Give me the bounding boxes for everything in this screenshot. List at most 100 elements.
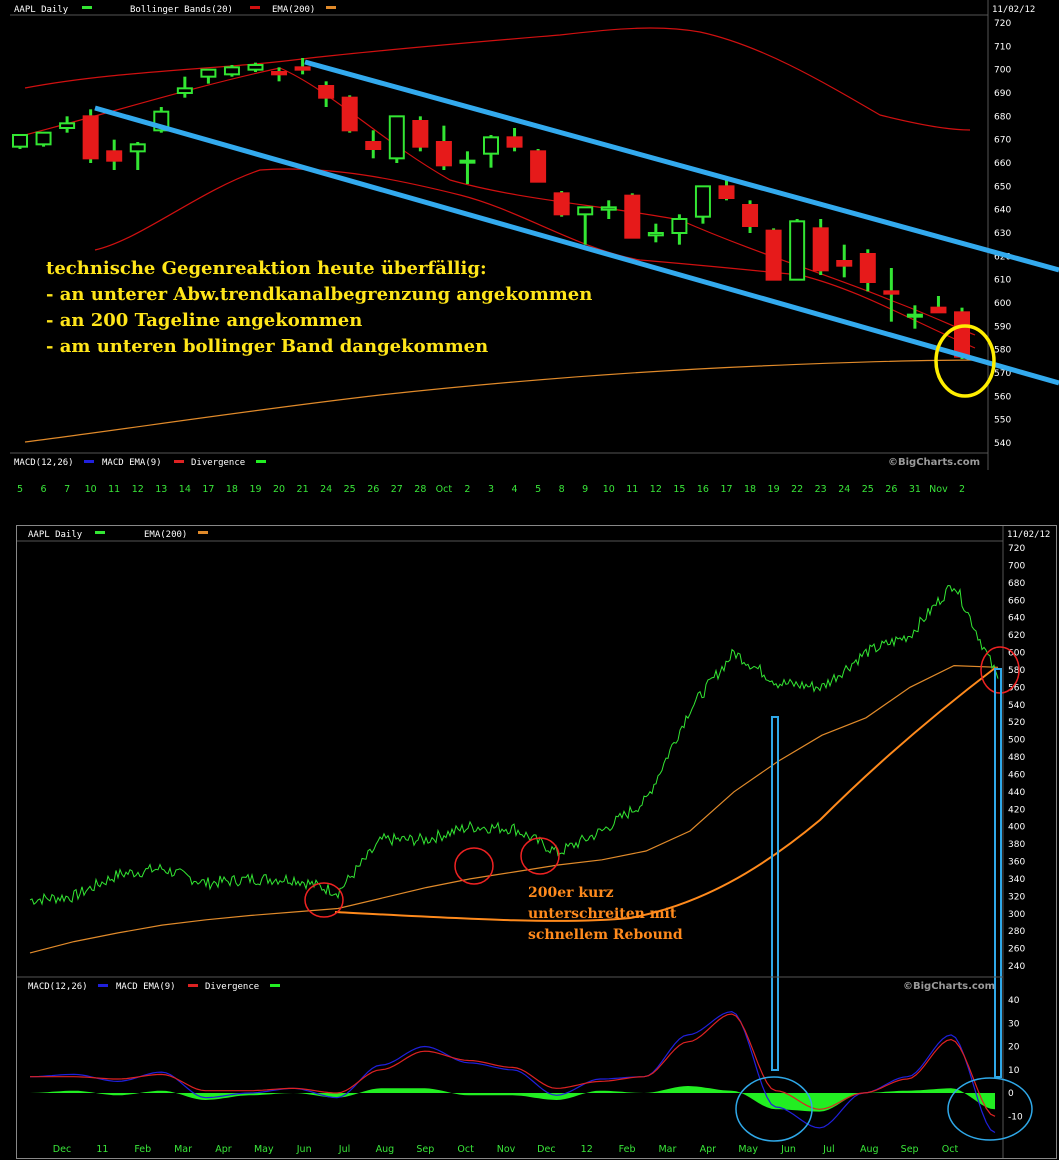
candle-body — [223, 66, 240, 76]
bottom-watermark: ©BigCharts.com — [903, 981, 995, 992]
top-x-tick: 21 — [297, 484, 309, 495]
bottom-x-tick: Apr — [215, 1144, 232, 1155]
top-x-tick: 19 — [768, 484, 780, 495]
top-x-tick: 26 — [367, 484, 379, 495]
bottom-x-tick: Jul — [822, 1144, 834, 1155]
top-x-tick: 5 — [535, 484, 541, 495]
candle-body — [200, 68, 217, 78]
top-x-tick: 4 — [512, 484, 518, 495]
bottom-x-tick: Jul — [338, 1144, 350, 1155]
red-circle-3 — [520, 837, 560, 875]
bottom-x-tick: 11 — [96, 1144, 108, 1155]
trend-channel-lower — [94, 105, 1059, 386]
bottom-x-tick: Feb — [619, 1144, 636, 1155]
top-x-tick: 6 — [41, 484, 47, 495]
top-macd-ema-label: MACD EMA(9) — [102, 458, 162, 468]
candle-body — [129, 143, 146, 153]
top-x-tick: 10 — [85, 484, 97, 495]
top-x-tick: Nov — [929, 484, 948, 495]
top-y-tick: 710 — [994, 42, 1011, 52]
top-x-tick: 12 — [132, 484, 144, 495]
candle-body — [435, 141, 452, 167]
top-x-tick: 18 — [226, 484, 238, 495]
top-x-tick: 3 — [488, 484, 494, 495]
top-x-tick: Oct — [436, 484, 453, 495]
bottom-y-tick: 240 — [1008, 962, 1025, 972]
bottom-y-tick: 640 — [1008, 614, 1025, 624]
bottom-header: AAPL Daily EMA(200) 11/02/12 — [28, 530, 1050, 540]
top-y-tick: 550 — [994, 416, 1011, 426]
bottom-x-tick: Nov — [497, 1144, 516, 1155]
candle-body — [530, 150, 547, 183]
candles — [12, 58, 970, 359]
bottom-y-tick: 700 — [1008, 561, 1025, 571]
bottom-y-tick: 420 — [1008, 805, 1025, 815]
top-x-tick: 31 — [909, 484, 921, 495]
candle-body — [318, 85, 335, 99]
bottom-y-tick: 340 — [1008, 875, 1025, 885]
candle-body — [106, 150, 123, 162]
bottom-price-line — [29, 584, 999, 906]
top-x-tick: 25 — [862, 484, 874, 495]
top-x-tick: 18 — [744, 484, 756, 495]
candle-body — [553, 192, 570, 216]
bottom-y-tick: 680 — [1008, 579, 1025, 589]
top-y-tick: 720 — [994, 19, 1011, 29]
top-y-tick: 540 — [994, 439, 1011, 449]
candle-body — [82, 115, 99, 160]
bottom-y-tick: 660 — [1008, 596, 1025, 606]
macd-y-tick: 0 — [1008, 1089, 1014, 1099]
blue-marker-bar-2 — [994, 668, 1002, 1078]
bottom-annotation-line-1: 200er kurz — [528, 885, 614, 901]
candle-body — [836, 260, 853, 267]
bottom-y-tick: 400 — [1008, 823, 1025, 833]
bottom-x-tick: Sep — [416, 1144, 434, 1155]
red-circle-2 — [454, 847, 494, 885]
top-x-tick: 15 — [673, 484, 685, 495]
bottom-annotation-line-2: unterschreiten mit — [528, 906, 677, 922]
bottom-x-tick: Dec — [53, 1144, 71, 1155]
bottom-x-tick: Feb — [134, 1144, 151, 1155]
bottom-macd-ema-label: MACD EMA(9) — [116, 982, 176, 992]
macd-y-tick: 40 — [1008, 996, 1020, 1006]
candle-body — [247, 64, 264, 71]
bottom-x-tick: 12 — [581, 1144, 593, 1155]
top-annotation: technische Gegenreaktion heute überfälli… — [46, 258, 592, 357]
bottom-annotation-line-3: schnellem Rebound — [528, 927, 683, 943]
candle-body — [930, 306, 947, 314]
bottom-y-tick: 600 — [1008, 649, 1025, 659]
candle-body — [176, 87, 193, 95]
top-y-tick: 620 — [994, 252, 1011, 262]
top-x-tick: 24 — [838, 484, 850, 495]
top-y-tick: 630 — [994, 229, 1011, 239]
bottom-y-tick: 540 — [1008, 701, 1025, 711]
bollinger-lower-band — [94, 168, 976, 349]
yellow-highlight-circle — [934, 324, 996, 398]
bollinger-legend-swatch — [250, 6, 260, 9]
bottom-x-tick: May — [738, 1144, 758, 1155]
top-x-tick: 10 — [603, 484, 615, 495]
candle-body — [365, 141, 382, 150]
top-x-tick: 27 — [391, 484, 403, 495]
annotation-line-4: - am unteren bollinger Band dangekommen — [46, 336, 488, 357]
candle-body — [412, 120, 429, 148]
candle-body — [294, 66, 311, 71]
red-circle-4 — [980, 646, 1020, 694]
candle-body — [671, 218, 688, 234]
bottom-y-tick: 620 — [1008, 631, 1025, 641]
top-title-legend-swatch — [82, 6, 92, 9]
candle-body — [647, 232, 664, 237]
top-y-tick: 580 — [994, 346, 1011, 356]
top-date: 11/02/12 — [992, 5, 1035, 15]
bottom-x-tick: May — [254, 1144, 274, 1155]
candle-body — [694, 185, 711, 218]
top-header: AAPL Daily Bollinger Bands(20) EMA(200) … — [14, 5, 1035, 15]
bottom-y-tick: 380 — [1008, 840, 1025, 850]
bottom-y-tick: 520 — [1008, 718, 1025, 728]
candle-body — [388, 115, 405, 160]
bottom-y-tick: 260 — [1008, 945, 1025, 955]
orange-trend-line — [334, 667, 996, 922]
top-x-tick: 12 — [650, 484, 662, 495]
candle-body — [859, 253, 876, 283]
top-y-tick: 670 — [994, 136, 1011, 146]
